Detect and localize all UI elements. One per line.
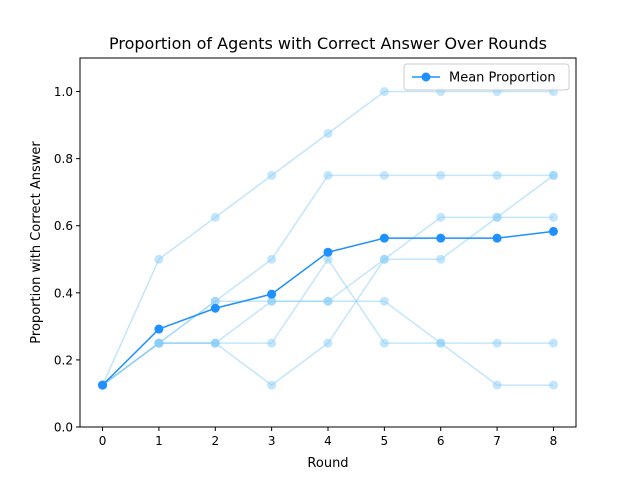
y-tick-label: 0.0 — [54, 421, 73, 435]
agent-run-point — [379, 254, 389, 264]
agent-run-point — [210, 338, 220, 348]
agent-run-point — [267, 380, 277, 390]
plot-area — [80, 58, 576, 427]
x-tick-label: 3 — [268, 434, 276, 448]
x-tick-label: 5 — [381, 434, 389, 448]
mean-proportion-point — [267, 289, 277, 299]
agent-run-point — [379, 296, 389, 306]
x-tick-label: 7 — [493, 434, 501, 448]
x-tick-label: 1 — [155, 434, 163, 448]
legend-label-mean-proportion: Mean Proportion — [449, 71, 556, 86]
y-tick-label: 1.0 — [54, 85, 73, 99]
legend-marker-swatch — [421, 72, 431, 82]
mean-proportion-point — [323, 247, 333, 257]
agent-run-point — [267, 338, 277, 348]
agent-run-point — [379, 338, 389, 348]
agent-run-point — [323, 338, 333, 348]
agent-run-point — [267, 254, 277, 264]
agent-run-point — [492, 212, 502, 222]
series-mean-proportion — [98, 226, 558, 390]
x-tick-label: 0 — [99, 434, 107, 448]
series-agent-run-6 — [98, 254, 558, 390]
agent-run-point — [379, 87, 389, 97]
y-tick-label: 0.2 — [54, 353, 73, 367]
mean-proportion-point — [154, 324, 164, 334]
agent-run-point — [323, 254, 333, 264]
y-axis-label: Proportion with Correct Answer — [29, 141, 44, 344]
series-layer — [98, 87, 558, 390]
agent-run-point — [323, 170, 333, 180]
x-tick-label: 2 — [211, 434, 219, 448]
agent-run-point — [492, 170, 502, 180]
chart-title: Proportion of Agents with Correct Answer… — [109, 34, 547, 53]
agent-run-point — [548, 170, 558, 180]
agent-run-point — [492, 380, 502, 390]
agent-run-point — [436, 338, 446, 348]
y-tick-label: 0.6 — [54, 219, 73, 233]
x-tick-label: 6 — [437, 434, 445, 448]
agent-run-point — [379, 170, 389, 180]
axis-ticks: 0 1 2 3 4 5 6 7 8 0.0 0.2 0.4 0.6 0.8 1.0 — [54, 85, 557, 448]
agent-run-point — [492, 338, 502, 348]
x-axis-label: Round — [307, 456, 348, 471]
agent-run-point — [548, 380, 558, 390]
mean-proportion-point — [548, 226, 558, 236]
agent-run-point — [436, 254, 446, 264]
agent-run-point — [210, 212, 220, 222]
legend-box — [403, 63, 570, 91]
agent-run-point — [267, 296, 277, 306]
agent-run-point — [323, 296, 333, 306]
plot-frame — [79, 57, 577, 428]
agent-run-point — [267, 170, 277, 180]
mean-proportion-point — [210, 303, 220, 313]
x-tick-label: 4 — [324, 434, 332, 448]
agent-run-point — [210, 296, 220, 306]
agent-run-point — [436, 170, 446, 180]
mean-proportion-point — [436, 233, 446, 243]
agent-run-point — [548, 338, 558, 348]
mean-proportion-point — [98, 380, 108, 390]
agent-run-point — [154, 338, 164, 348]
x-tick-label: 8 — [550, 434, 558, 448]
agent-run-point — [436, 212, 446, 222]
legend: Mean Proportion — [403, 63, 570, 91]
mean-proportion-point — [492, 233, 502, 243]
agent-run-point — [548, 212, 558, 222]
y-tick-label: 0.4 — [54, 286, 73, 300]
mean-proportion-point — [379, 233, 389, 243]
agent-run-point — [323, 128, 333, 138]
y-tick-label: 0.8 — [54, 152, 73, 166]
agent-run-point — [154, 254, 164, 264]
